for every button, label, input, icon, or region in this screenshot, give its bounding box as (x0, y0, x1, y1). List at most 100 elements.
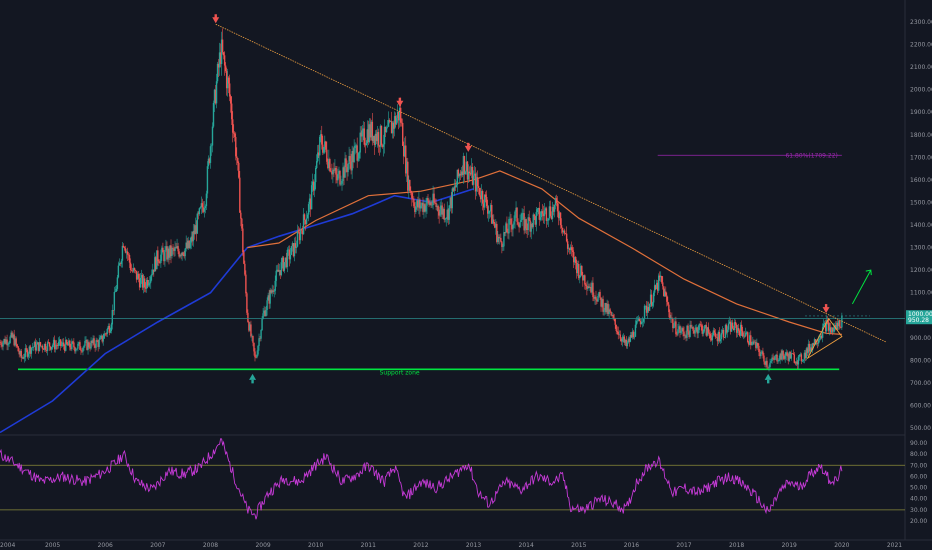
candle-body (627, 338, 630, 343)
candle (169, 245, 171, 260)
candle-body (77, 343, 79, 349)
candle-body (552, 207, 555, 212)
candle-body (525, 219, 527, 229)
time-tick-label: 2011 (361, 542, 376, 549)
candle (813, 337, 816, 346)
candle-body (526, 228, 528, 231)
candle-body (414, 206, 416, 212)
candle (552, 204, 555, 216)
candle (767, 366, 769, 370)
candle (111, 304, 114, 330)
candle (110, 322, 113, 334)
candle (219, 43, 222, 68)
candle-body (740, 324, 743, 331)
candle (72, 340, 74, 345)
candle-body (428, 200, 430, 205)
candle-body (499, 237, 501, 239)
candle (99, 335, 101, 340)
candle (466, 160, 469, 189)
candle (463, 155, 466, 182)
candle (676, 331, 678, 337)
candle-body (615, 324, 617, 331)
candle (217, 58, 220, 78)
candle (238, 161, 240, 179)
candle-body (484, 194, 487, 197)
candle-body (212, 102, 215, 127)
candle-body (815, 343, 818, 345)
candle-body (177, 246, 179, 252)
candle (686, 324, 688, 341)
candle (308, 193, 311, 213)
candle (569, 244, 572, 255)
candle-body (669, 312, 671, 319)
candle-body (524, 219, 526, 231)
candle-body (617, 331, 619, 335)
candle (282, 255, 285, 272)
time-tick-label: 2020 (834, 542, 849, 549)
candle (476, 170, 479, 192)
candle (770, 358, 772, 364)
time-tick-label: 2018 (729, 542, 744, 549)
candle (555, 194, 558, 207)
candle-body (70, 347, 72, 350)
candle-body (268, 295, 270, 304)
candle-body (833, 328, 835, 332)
candle-body (637, 318, 640, 321)
candle (55, 340, 58, 350)
fib-level-label: 61.80%(1709.22) (785, 152, 837, 159)
candle-body (810, 347, 813, 351)
candle (499, 234, 501, 245)
candle-body (291, 243, 294, 247)
candle (439, 201, 441, 217)
candle (525, 218, 527, 234)
candle-body (375, 133, 378, 142)
candle (180, 252, 182, 260)
candle (161, 245, 163, 261)
candle (404, 137, 406, 158)
candle-body (800, 354, 803, 362)
candle (390, 111, 393, 134)
candle-body (459, 174, 462, 176)
candle (269, 287, 271, 309)
candle (264, 307, 266, 317)
candle-body (141, 275, 144, 288)
candle (296, 224, 299, 248)
candle-body (189, 242, 191, 248)
candle (500, 233, 502, 243)
candle-body (802, 359, 805, 361)
candle (295, 240, 298, 254)
time-tick-label: 2021 (887, 542, 902, 549)
candle (31, 342, 34, 351)
candle-body (498, 236, 500, 239)
candle-body (579, 275, 581, 279)
candle (727, 319, 730, 332)
candle (47, 339, 50, 344)
candle (218, 42, 221, 76)
candle (697, 325, 699, 338)
candle-body (448, 205, 450, 220)
candle-body (366, 129, 369, 144)
candle-body (603, 310, 605, 312)
candle (327, 158, 329, 170)
candle-body (804, 352, 807, 358)
candle (795, 357, 798, 366)
candle-body (5, 339, 7, 344)
candle-body (749, 335, 751, 345)
candle (182, 251, 184, 257)
candle-body (324, 141, 326, 147)
candle-body (500, 237, 502, 242)
candle-body (588, 286, 590, 288)
candle-body (122, 245, 125, 248)
candle (133, 267, 136, 274)
candle-body (723, 337, 726, 338)
candle (0, 340, 2, 348)
candle-body (767, 366, 769, 368)
candle-body (787, 355, 789, 361)
candle-body (661, 276, 663, 283)
candle-body (630, 335, 633, 338)
candle-body (779, 353, 781, 360)
candle (384, 126, 387, 138)
down-arrow-icon (212, 17, 220, 24)
candle (113, 286, 116, 316)
candle (830, 322, 832, 335)
